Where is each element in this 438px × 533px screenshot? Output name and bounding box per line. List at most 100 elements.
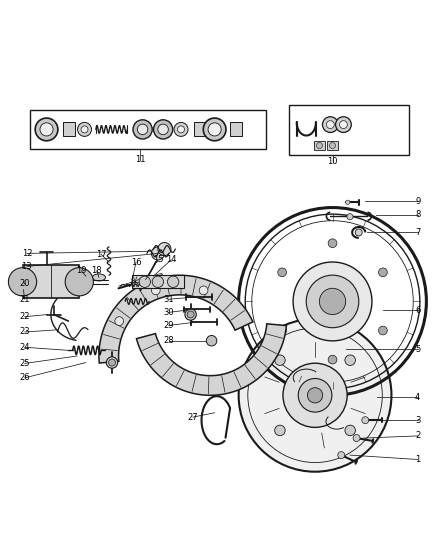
Circle shape <box>133 120 152 139</box>
Circle shape <box>35 118 58 141</box>
Circle shape <box>152 286 160 295</box>
Circle shape <box>81 126 88 133</box>
Text: 18: 18 <box>92 266 102 276</box>
Circle shape <box>283 363 347 427</box>
Circle shape <box>326 120 334 128</box>
Circle shape <box>151 247 164 260</box>
Text: 19: 19 <box>76 266 87 276</box>
Circle shape <box>278 326 286 335</box>
Text: 29: 29 <box>163 321 174 330</box>
Circle shape <box>78 123 92 136</box>
Circle shape <box>65 268 93 296</box>
Circle shape <box>239 319 392 472</box>
Circle shape <box>298 378 332 412</box>
Circle shape <box>40 123 53 136</box>
Text: 28: 28 <box>163 336 174 345</box>
Circle shape <box>109 359 116 366</box>
Text: 2: 2 <box>415 431 420 440</box>
Polygon shape <box>137 324 286 395</box>
Circle shape <box>306 275 359 328</box>
Ellipse shape <box>92 274 106 281</box>
Text: 24: 24 <box>19 343 30 352</box>
Circle shape <box>208 123 221 136</box>
Circle shape <box>115 317 124 326</box>
Text: 15: 15 <box>152 255 163 264</box>
Text: 12: 12 <box>21 249 32 258</box>
Circle shape <box>346 200 350 205</box>
Circle shape <box>187 311 194 318</box>
Bar <box>63 123 75 136</box>
Bar <box>194 123 206 136</box>
Circle shape <box>329 142 336 149</box>
Circle shape <box>355 229 362 236</box>
Circle shape <box>322 117 338 133</box>
Text: 14: 14 <box>166 255 176 264</box>
Circle shape <box>347 214 353 220</box>
Circle shape <box>328 239 337 248</box>
Circle shape <box>139 276 150 287</box>
Circle shape <box>345 425 355 435</box>
Circle shape <box>345 355 355 366</box>
Text: 16: 16 <box>131 257 141 266</box>
Circle shape <box>8 268 37 296</box>
Circle shape <box>336 117 351 133</box>
Text: 11: 11 <box>135 155 146 164</box>
Circle shape <box>174 123 188 136</box>
Text: 7: 7 <box>415 228 420 237</box>
Bar <box>327 141 338 150</box>
Circle shape <box>185 309 196 320</box>
Text: 13: 13 <box>21 262 32 271</box>
Circle shape <box>353 434 360 441</box>
Circle shape <box>319 288 346 314</box>
Circle shape <box>293 262 372 341</box>
Text: 22: 22 <box>19 312 30 321</box>
Circle shape <box>378 326 387 335</box>
Text: 23: 23 <box>19 327 30 336</box>
Circle shape <box>275 355 285 366</box>
Text: 5: 5 <box>415 345 420 354</box>
Bar <box>314 141 325 150</box>
Text: 9: 9 <box>415 197 420 206</box>
Text: 27: 27 <box>187 413 198 422</box>
Text: 25: 25 <box>19 359 30 368</box>
Circle shape <box>177 126 184 133</box>
Circle shape <box>328 356 337 364</box>
Circle shape <box>338 451 345 458</box>
Circle shape <box>138 124 148 135</box>
Circle shape <box>152 276 163 287</box>
Bar <box>230 123 242 136</box>
Text: 3: 3 <box>415 416 420 425</box>
Text: 4: 4 <box>415 393 420 402</box>
Text: 21: 21 <box>19 295 30 304</box>
Ellipse shape <box>81 273 90 279</box>
Bar <box>22 265 79 298</box>
Circle shape <box>153 120 173 139</box>
Circle shape <box>362 417 369 424</box>
Circle shape <box>278 268 286 277</box>
Text: 20: 20 <box>19 279 30 288</box>
Circle shape <box>158 124 168 135</box>
Circle shape <box>378 268 387 277</box>
Circle shape <box>307 387 323 403</box>
Text: 8: 8 <box>415 211 420 220</box>
Text: 10: 10 <box>327 157 338 166</box>
Circle shape <box>206 335 217 346</box>
Circle shape <box>199 286 208 295</box>
Text: 31: 31 <box>163 295 174 304</box>
Bar <box>30 110 266 149</box>
Circle shape <box>316 142 322 149</box>
Bar <box>132 275 184 288</box>
Circle shape <box>167 276 179 287</box>
Polygon shape <box>99 275 253 363</box>
Text: 30: 30 <box>163 308 174 317</box>
Text: 17: 17 <box>96 250 106 259</box>
Circle shape <box>203 118 226 141</box>
Bar <box>289 105 409 155</box>
Text: 26: 26 <box>19 373 30 382</box>
Circle shape <box>158 243 171 256</box>
Circle shape <box>106 357 118 368</box>
Text: 6: 6 <box>415 305 420 314</box>
Text: 1: 1 <box>415 455 420 464</box>
Circle shape <box>339 120 347 128</box>
Circle shape <box>275 425 285 435</box>
